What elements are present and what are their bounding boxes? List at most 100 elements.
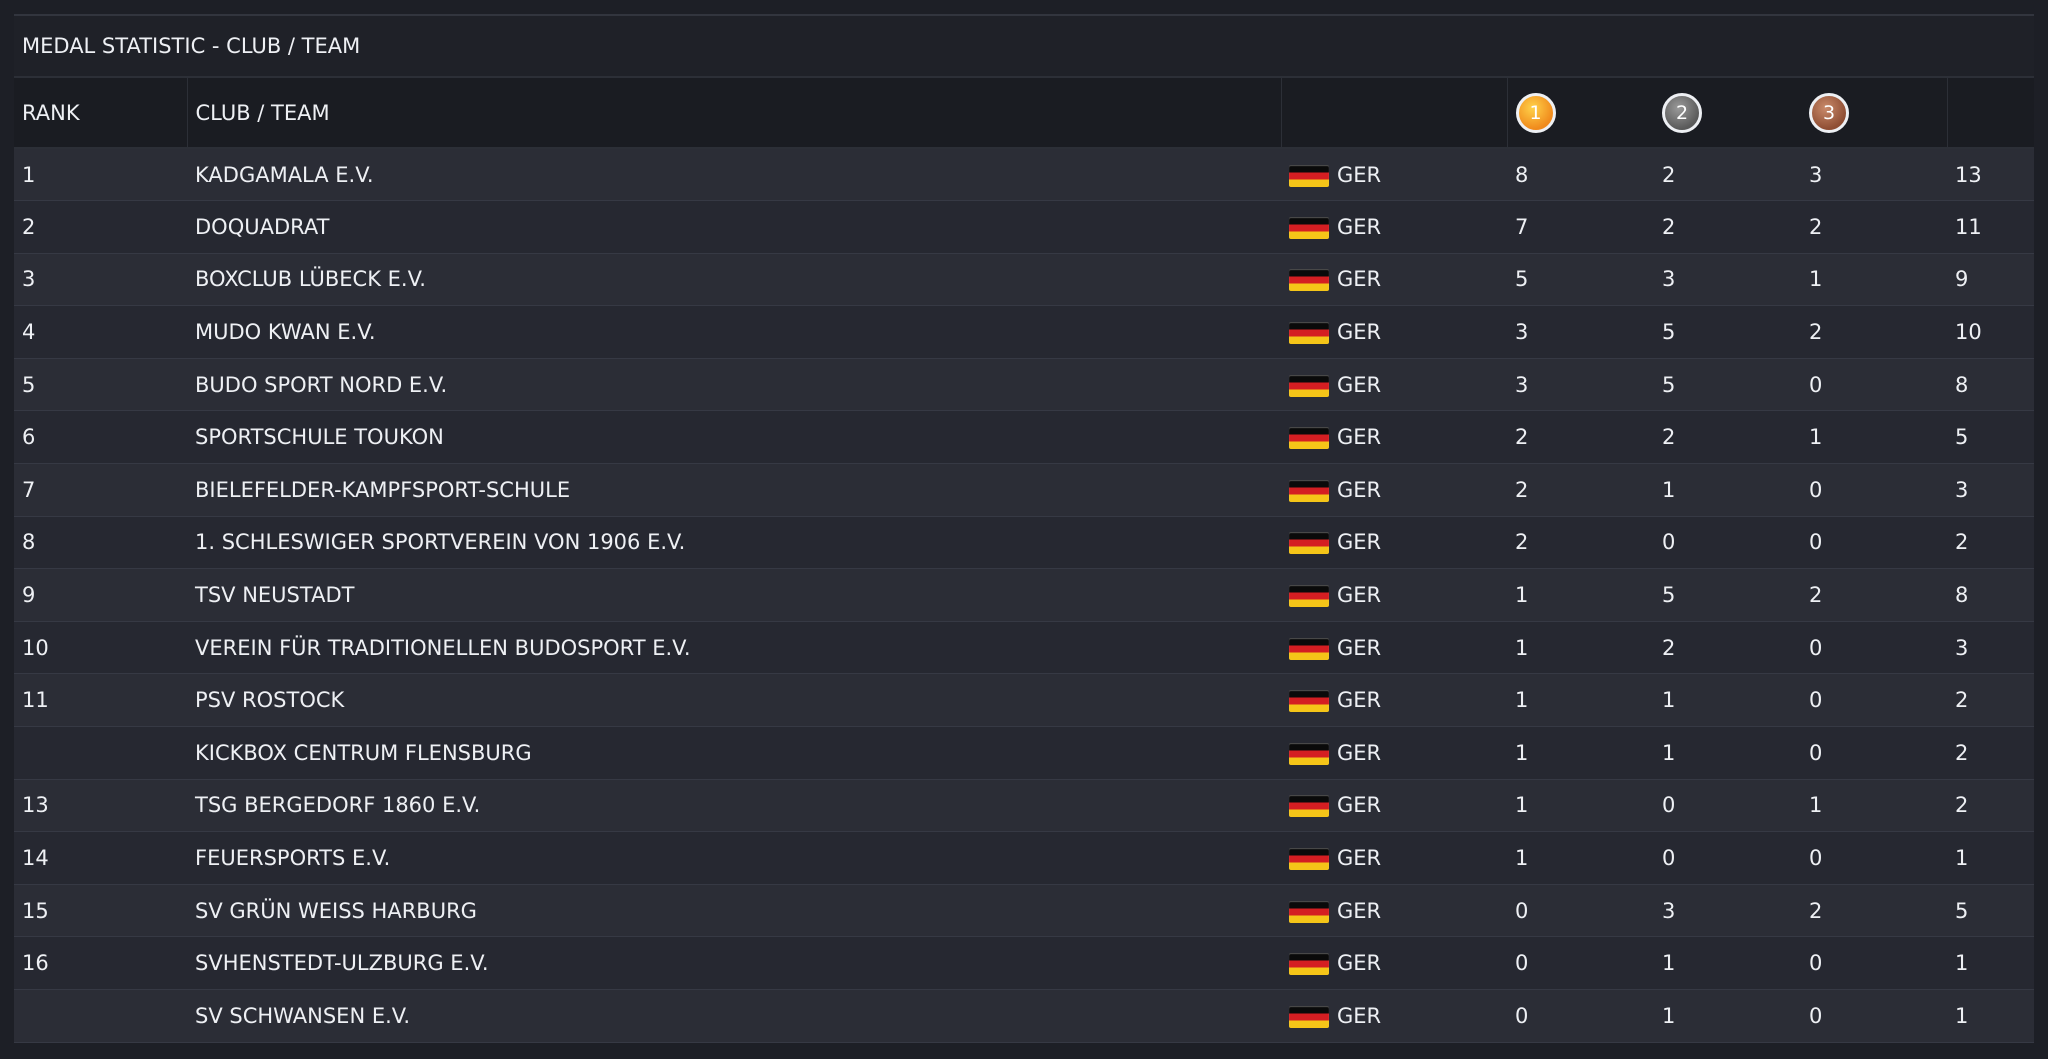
gold-count-cell: 0 (1515, 1003, 1529, 1028)
silver-count-cell: 3 (1662, 898, 1676, 923)
germany-flag-icon (1289, 532, 1329, 555)
table-row[interactable]: 13 TSG BERGEDORF 1860 E.V. GER 1 0 1 2 (14, 779, 2034, 832)
silver-count-cell: 1 (1662, 951, 1676, 976)
gold-count-cell: 8 (1515, 162, 1529, 187)
nation-cell: GER (1281, 148, 1507, 201)
club-column-header[interactable]: CLUB / TEAM (187, 78, 1282, 149)
nation-cell: GER (1281, 569, 1507, 622)
bronze-count-cell: 0 (1809, 740, 1823, 765)
club-cell: KADGAMALA E.V. (195, 162, 374, 187)
total-count-cell: 3 (1955, 477, 1969, 502)
gold-count-cell: 3 (1515, 320, 1529, 345)
total-count-cell: 13 (1955, 162, 1982, 187)
table-row[interactable]: 5 BUDO SPORT NORD E.V. GER 3 5 0 8 (14, 358, 2034, 411)
table-row[interactable]: 11 PSV ROSTOCK GER 1 1 0 2 (14, 673, 2034, 727)
club-cell: BOXCLUB LÜBECK E.V. (195, 267, 426, 292)
silver-count-cell: 2 (1662, 162, 1676, 187)
table-row[interactable]: 1 0 VEREIN FÜR TRADITIONELLEN BUDOSPORT E.… (14, 621, 2034, 674)
germany-flag-icon (1289, 585, 1329, 608)
nation-code: GER (1337, 635, 1382, 660)
table-row[interactable]: 3 BOXCLUB LÜBECK E.V. GER 5 3 1 9 (14, 253, 2034, 306)
total-count-cell: 3 (1955, 635, 1969, 660)
total-count-cell: 2 (1955, 740, 1969, 765)
rank-cell: 13 (22, 793, 49, 818)
table-row[interactable]: 9 TSV NEUSTADT GER 1 5 2 8 (14, 568, 2034, 622)
table-row[interactable]: 16 SVHENSTEDT-ULZBURG E.V. GER 0 1 0 1 (14, 936, 2034, 990)
club-cell: SV GRÜN WEISS HARBURG (195, 898, 477, 923)
germany-flag-icon (1289, 427, 1329, 450)
table-header-row: RANK CLUB / TEAM 1 2 3 (14, 78, 2034, 149)
gold-count-cell: 1 (1515, 793, 1529, 818)
germany-flag-icon (1289, 479, 1329, 502)
bronze-count-cell: 0 (1809, 846, 1823, 871)
germany-flag-icon (1289, 795, 1329, 818)
club-cell: TSV NEUSTADT (195, 583, 355, 608)
bronze-count-cell: 2 (1809, 320, 1823, 345)
nation-code: GER (1337, 740, 1382, 765)
club-cell: VEREIN FÜR TRADITIONELLEN BUDOSPORT E.V. (195, 635, 691, 660)
panel-title: MEDAL STATISTIC - CLUB / TEAM (14, 16, 2034, 78)
silver-count-cell: 3 (1662, 267, 1676, 292)
club-cell: DOQUADRAT (195, 214, 330, 239)
silver-count-cell: 0 (1662, 530, 1676, 555)
nation-code: GER (1337, 846, 1382, 871)
germany-flag-icon (1289, 269, 1329, 292)
table-row[interactable]: KICKBOX CENTRUM FLENSBURG GER 1 1 0 2 (14, 726, 2034, 780)
club-cell: TSG BERGEDORF 1860 E.V. (195, 793, 481, 818)
gold-column-header[interactable]: 1 (1507, 78, 1654, 149)
bronze-column-header[interactable]: 3 (1801, 78, 1948, 149)
bronze-count-cell: 0 (1809, 688, 1823, 713)
medal-statistic-panel: MEDAL STATISTIC - CLUB / TEAM RANK CLUB … (14, 14, 2034, 1043)
silver-count-cell: 1 (1662, 1003, 1676, 1028)
table-row[interactable]: 6 SPORTSCHULE TOUKON GER 2 2 1 5 (14, 410, 2034, 464)
silver-count-cell: 0 (1662, 846, 1676, 871)
club-cell: FEUERSPORTS E.V. (195, 846, 391, 871)
club-cell: MUDO KWAN E.V. (195, 320, 376, 345)
nation-cell: GER (1281, 306, 1507, 359)
table-row[interactable]: 14 FEUERSPORTS E.V. GER 1 0 0 1 (14, 831, 2034, 885)
gold-count-cell: 2 (1515, 425, 1529, 450)
germany-flag-icon (1289, 690, 1329, 713)
table-row[interactable]: 4 MUDO KWAN E.V. GER 3 5 2 10 (14, 305, 2034, 359)
table-row[interactable]: 1 KADGAMALA E.V. GER 8 2 3 13 (14, 148, 2034, 201)
nation-code: GER (1337, 793, 1382, 818)
gold-count-cell: 1 (1515, 635, 1529, 660)
gold-count-cell: 1 (1515, 583, 1529, 608)
germany-flag-icon (1289, 848, 1329, 871)
total-count-cell: 1 (1955, 1003, 1969, 1028)
total-count-cell: 2 (1955, 688, 1969, 713)
nation-cell: GER (1281, 990, 1507, 1043)
nation-cell: GER (1281, 516, 1507, 569)
gold-count-cell: 7 (1515, 214, 1529, 239)
bronze-count-cell: 2 (1809, 898, 1823, 923)
silver-medal-icon: 2 (1662, 92, 1702, 133)
table-row[interactable]: 8 1. SCHLESWIGER SPORTVEREIN VON 1906 E.V… (14, 516, 2034, 569)
table-row[interactable]: SV SCHWANSEN E.V. GER 0 1 0 1 (14, 989, 2034, 1043)
silver-column-header[interactable]: 2 (1654, 78, 1801, 149)
table-row[interactable]: 15 SV GRÜN WEISS HARBURG GER 0 3 2 5 (14, 884, 2034, 937)
nation-code: GER (1337, 214, 1382, 239)
nation-code: GER (1337, 162, 1382, 187)
total-count-cell: 9 (1955, 267, 1969, 292)
rank-cell: 14 (22, 846, 49, 871)
silver-count-cell: 2 (1662, 635, 1676, 660)
gold-count-cell: 0 (1515, 898, 1529, 923)
nation-column-header (1281, 78, 1508, 149)
total-count-cell: 10 (1955, 320, 1982, 345)
rank-column-header[interactable]: RANK (14, 78, 188, 149)
total-count-cell: 2 (1955, 793, 1969, 818)
bronze-count-cell: 0 (1809, 635, 1823, 660)
rank-cell (14, 727, 187, 780)
silver-count-cell: 2 (1662, 425, 1676, 450)
nation-cell: GER (1281, 411, 1507, 464)
table-row[interactable]: 2 DOQUADRAT GER 7 2 2 11 (14, 200, 2034, 254)
rank-cell: 11 (22, 688, 49, 713)
nation-cell: GER (1281, 884, 1507, 937)
rank-cell: 6 (22, 425, 36, 450)
total-count-cell: 5 (1955, 425, 1969, 450)
table-row[interactable]: 7 BIELEFELDER-KAMPFSPORT-SCHULE GER 2 1 0 3 (14, 463, 2034, 517)
total-count-cell: 11 (1955, 214, 1982, 239)
nation-cell: GER (1281, 779, 1507, 832)
germany-flag-icon (1289, 164, 1329, 187)
rank-cell: 15 (22, 898, 49, 923)
